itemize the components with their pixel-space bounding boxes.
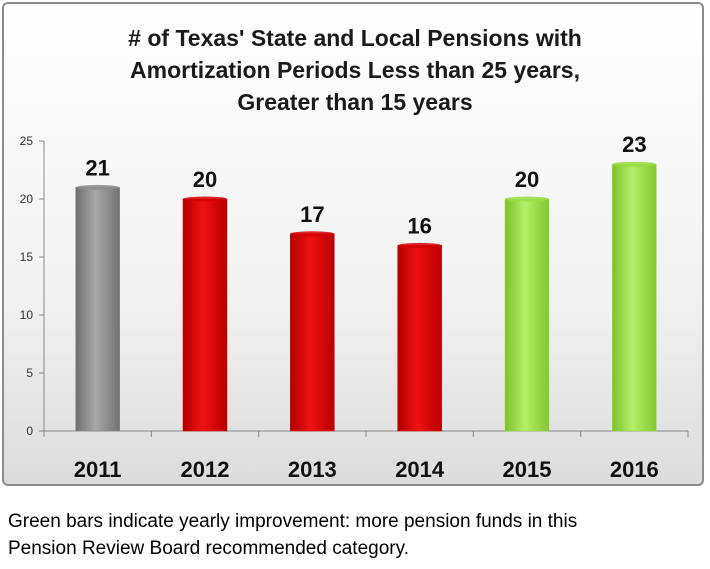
caption-line-2: Pension Review Board recommended categor… <box>8 538 409 559</box>
y-tick-label: 25 <box>20 134 34 148</box>
y-tick-label: 5 <box>26 366 33 380</box>
bar-2013 <box>290 233 335 432</box>
x-tick-label: 2016 <box>610 457 659 482</box>
chart-plot: 0 5 10 15 20 25 21 2011 20 2012 17 2013 16 2014 20 201… <box>20 132 689 482</box>
chart-title-line-3: Greater than 15 years <box>237 89 473 115</box>
data-label: 21 <box>85 155 109 180</box>
chart-title-line-1: # of Texas' State and Local Pensions wit… <box>128 25 582 51</box>
bar-2015 <box>504 198 550 432</box>
y-tick-label: 0 <box>26 424 33 438</box>
bar-top-cap <box>505 196 549 202</box>
x-tick-label: 2012 <box>181 457 230 482</box>
y-tick-label: 20 <box>20 192 34 206</box>
bar-top-cap <box>75 184 120 190</box>
x-tick-label: 2014 <box>395 457 445 482</box>
bar-top-cap <box>612 161 657 167</box>
bar-top-cap <box>183 196 227 202</box>
bar-top-cap <box>290 231 335 237</box>
x-tick-label: 2015 <box>503 457 552 482</box>
x-tick-label: 2011 <box>74 457 122 482</box>
data-label: 20 <box>515 167 539 192</box>
y-tick-label: 10 <box>20 308 34 322</box>
bar-2016 <box>612 163 657 432</box>
x-tick-label: 2013 <box>288 457 337 482</box>
data-label: 23 <box>622 132 646 157</box>
bar-2014 <box>397 245 442 432</box>
data-label: 20 <box>193 167 217 192</box>
chart-title-line-2: Amortization Periods Less than 25 years, <box>130 57 580 83</box>
bar-top-cap <box>397 242 442 248</box>
data-label: 17 <box>300 202 324 227</box>
chart-title: # of Texas' State and Local Pensions wit… <box>4 22 702 118</box>
chart-frame: # of Texas' State and Local Pensions wit… <box>2 2 704 486</box>
chart-caption: Green bars indicate yearly improvement: … <box>8 508 703 562</box>
bar-2012 <box>182 198 228 432</box>
y-tick-label: 15 <box>20 250 34 264</box>
bar-2011 <box>75 187 120 432</box>
data-label: 16 <box>407 213 431 238</box>
caption-line-1: Green bars indicate yearly improvement: … <box>8 511 578 532</box>
